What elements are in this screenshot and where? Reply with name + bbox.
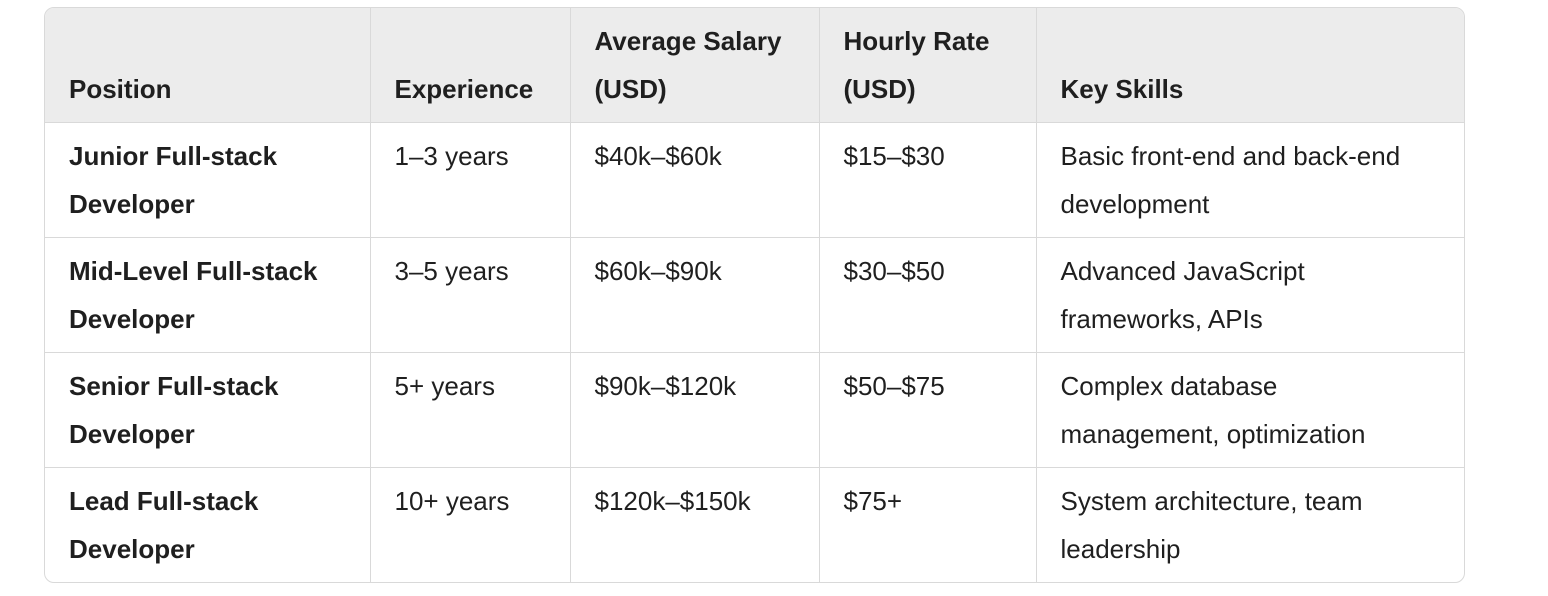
cell-position: Mid-Level Full-stack Developer: [45, 237, 371, 353]
cell-experience: 10+ years: [370, 467, 571, 582]
header-key-skills: Key Skills: [1060, 74, 1184, 104]
cell-key-skills: Basic front-end and back-end development: [1060, 141, 1401, 219]
cell-hourly-rate: $50–$75: [819, 352, 1037, 468]
cell-salary: $40k–$60k: [570, 122, 820, 238]
cell-hourly-rate: $30–$50: [819, 237, 1037, 353]
cell-key-skills: System architecture, team leadership: [1060, 486, 1363, 564]
table-header: Position Experience Average Salary (USD)…: [45, 8, 1464, 123]
cell-key-skills: Advanced JavaScript frameworks, APIs: [1060, 256, 1305, 334]
header-row: Position Experience Average Salary (USD)…: [45, 8, 1464, 123]
cell-salary: $60k–$90k: [570, 237, 820, 353]
header-average-salary: Average Salary (USD): [570, 8, 820, 123]
cell-hourly-rate: $15–$30: [819, 122, 1037, 238]
table-row: Senior Full-stack Developer 5+ years $90…: [45, 352, 1464, 468]
salary-table: Position Experience Average Salary (USD)…: [45, 8, 1464, 582]
header-position: Position: [45, 8, 371, 123]
cell-experience: 5+ years: [370, 352, 571, 468]
cell-salary: $120k–$150k: [570, 467, 820, 582]
table-body: Junior Full-stack Developer 1–3 years $4…: [45, 122, 1464, 582]
cell-experience: 1–3 years: [370, 122, 571, 238]
table-row: Mid-Level Full-stack Developer 3–5 years…: [45, 237, 1464, 353]
table-row: Junior Full-stack Developer 1–3 years $4…: [45, 122, 1464, 238]
cell-position: Junior Full-stack Developer: [45, 122, 371, 238]
cell-salary: $90k–$120k: [570, 352, 820, 468]
cell-hourly-rate: $75+: [819, 467, 1037, 582]
header-experience: Experience: [370, 8, 571, 123]
table-row: Lead Full-stack Developer 10+ years $120…: [45, 467, 1464, 582]
header-hourly-rate: Hourly Rate (USD): [819, 8, 1037, 123]
cell-experience: 3–5 years: [370, 237, 571, 353]
cell-position: Lead Full-stack Developer: [45, 467, 371, 582]
salary-table-container: Position Experience Average Salary (USD)…: [44, 7, 1465, 583]
cell-key-skills: Complex database management, optimizatio…: [1060, 371, 1366, 449]
cell-position: Senior Full-stack Developer: [45, 352, 371, 468]
